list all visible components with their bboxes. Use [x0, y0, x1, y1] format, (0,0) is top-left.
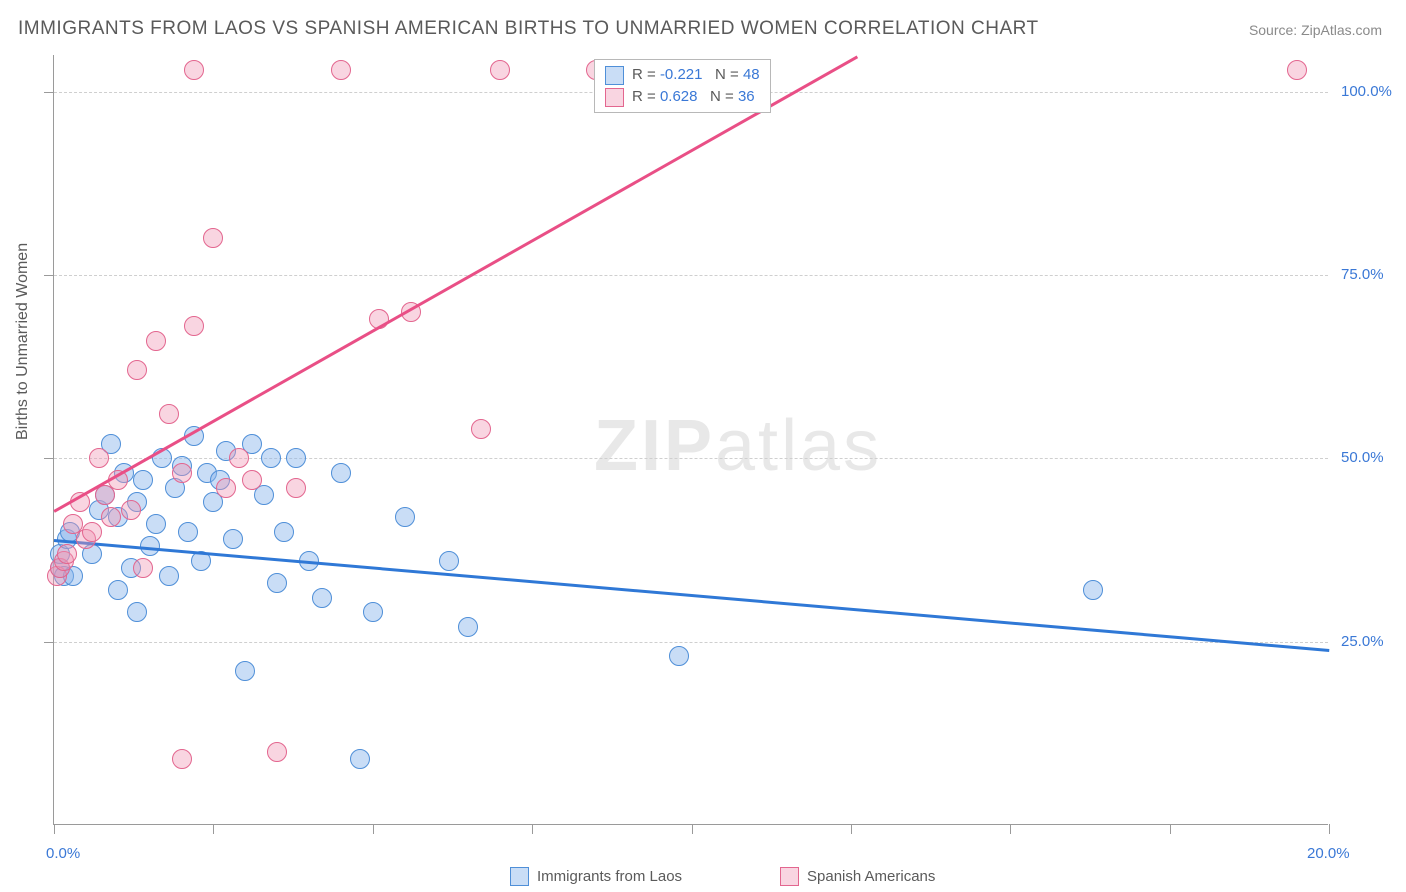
source-attribution: Source: ZipAtlas.com [1249, 22, 1382, 38]
data-point [133, 558, 153, 578]
correlation-legend-row: R = -0.221 N = 48 [605, 64, 760, 86]
tick-x [692, 824, 693, 834]
trend-line [54, 539, 1329, 651]
chart-plot-area: ZIPatlas 25.0%50.0%75.0%100.0%0.0%20.0%R… [53, 55, 1328, 825]
x-tick-label: 20.0% [1307, 845, 1350, 862]
legend-label-spanish: Spanish Americans [807, 868, 935, 885]
data-point [216, 478, 236, 498]
legend-label-laos: Immigrants from Laos [537, 868, 682, 885]
tick-x [1010, 824, 1011, 834]
data-point [108, 580, 128, 600]
legend-stats: R = -0.221 N = 48 [632, 64, 760, 86]
tick-y [44, 275, 54, 276]
y-tick-label: 75.0% [1341, 266, 1384, 283]
tick-x [851, 824, 852, 834]
data-point [242, 470, 262, 490]
data-point [669, 646, 689, 666]
data-point [159, 566, 179, 586]
data-point [1083, 580, 1103, 600]
chart-title: IMMIGRANTS FROM LAOS VS SPANISH AMERICAN… [18, 18, 1039, 40]
data-point [172, 749, 192, 769]
data-point [471, 419, 491, 439]
tick-x [54, 824, 55, 834]
tick-x [1329, 824, 1330, 834]
data-point [235, 661, 255, 681]
data-point [363, 602, 383, 622]
data-point [203, 228, 223, 248]
source-label: Source: [1249, 22, 1301, 38]
data-point [229, 448, 249, 468]
data-point [274, 522, 294, 542]
data-point [331, 463, 351, 483]
data-point [267, 573, 287, 593]
data-point [146, 514, 166, 534]
data-point [439, 551, 459, 571]
tick-x [213, 824, 214, 834]
data-point [312, 588, 332, 608]
data-point [101, 507, 121, 527]
legend-swatch-laos [510, 867, 529, 886]
data-point [286, 478, 306, 498]
data-point [184, 316, 204, 336]
data-point [57, 544, 77, 564]
data-point [490, 60, 510, 80]
tick-x [373, 824, 374, 834]
data-point [261, 448, 281, 468]
watermark-bold: ZIP [594, 406, 715, 486]
legend-item-spanish: Spanish Americans [780, 867, 935, 886]
data-point [146, 331, 166, 351]
data-point [127, 602, 147, 622]
gridline-h [54, 642, 1328, 643]
data-point [89, 448, 109, 468]
data-point [395, 507, 415, 527]
y-axis-title: Births to Unmarried Women [14, 243, 32, 440]
y-tick-label: 50.0% [1341, 449, 1384, 466]
tick-y [44, 458, 54, 459]
correlation-legend: R = -0.221 N = 48R = 0.628 N = 36 [594, 59, 771, 113]
data-point [458, 617, 478, 637]
data-point [350, 749, 370, 769]
data-point [331, 60, 351, 80]
legend-stats: R = 0.628 N = 36 [632, 86, 755, 108]
data-point [184, 60, 204, 80]
x-tick-label: 0.0% [46, 845, 80, 862]
data-point [133, 470, 153, 490]
gridline-h [54, 275, 1328, 276]
data-point [178, 522, 198, 542]
legend-swatch-spanish [780, 867, 799, 886]
watermark-light: atlas [715, 406, 882, 486]
data-point [172, 463, 192, 483]
legend-swatch [605, 66, 624, 85]
watermark: ZIPatlas [594, 405, 882, 487]
legend-swatch [605, 88, 624, 107]
data-point [223, 529, 243, 549]
data-point [127, 360, 147, 380]
tick-y [44, 92, 54, 93]
data-point [267, 742, 287, 762]
correlation-legend-row: R = 0.628 N = 36 [605, 86, 760, 108]
tick-x [532, 824, 533, 834]
tick-y [44, 642, 54, 643]
data-point [82, 522, 102, 542]
data-point [121, 500, 141, 520]
tick-x [1170, 824, 1171, 834]
y-tick-label: 25.0% [1341, 633, 1384, 650]
trend-line [53, 55, 857, 512]
data-point [159, 404, 179, 424]
y-tick-label: 100.0% [1341, 83, 1392, 100]
data-point [1287, 60, 1307, 80]
source-value: ZipAtlas.com [1301, 22, 1382, 38]
data-point [286, 448, 306, 468]
legend-item-laos: Immigrants from Laos [510, 867, 682, 886]
